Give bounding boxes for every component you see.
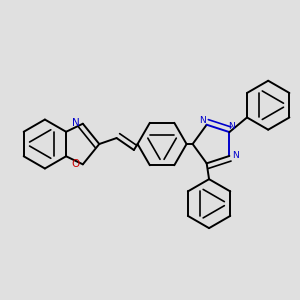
Text: N: N — [232, 151, 239, 160]
Text: N: N — [200, 116, 206, 125]
Text: O: O — [72, 159, 80, 169]
Text: N: N — [228, 122, 235, 131]
Text: N: N — [72, 118, 80, 128]
